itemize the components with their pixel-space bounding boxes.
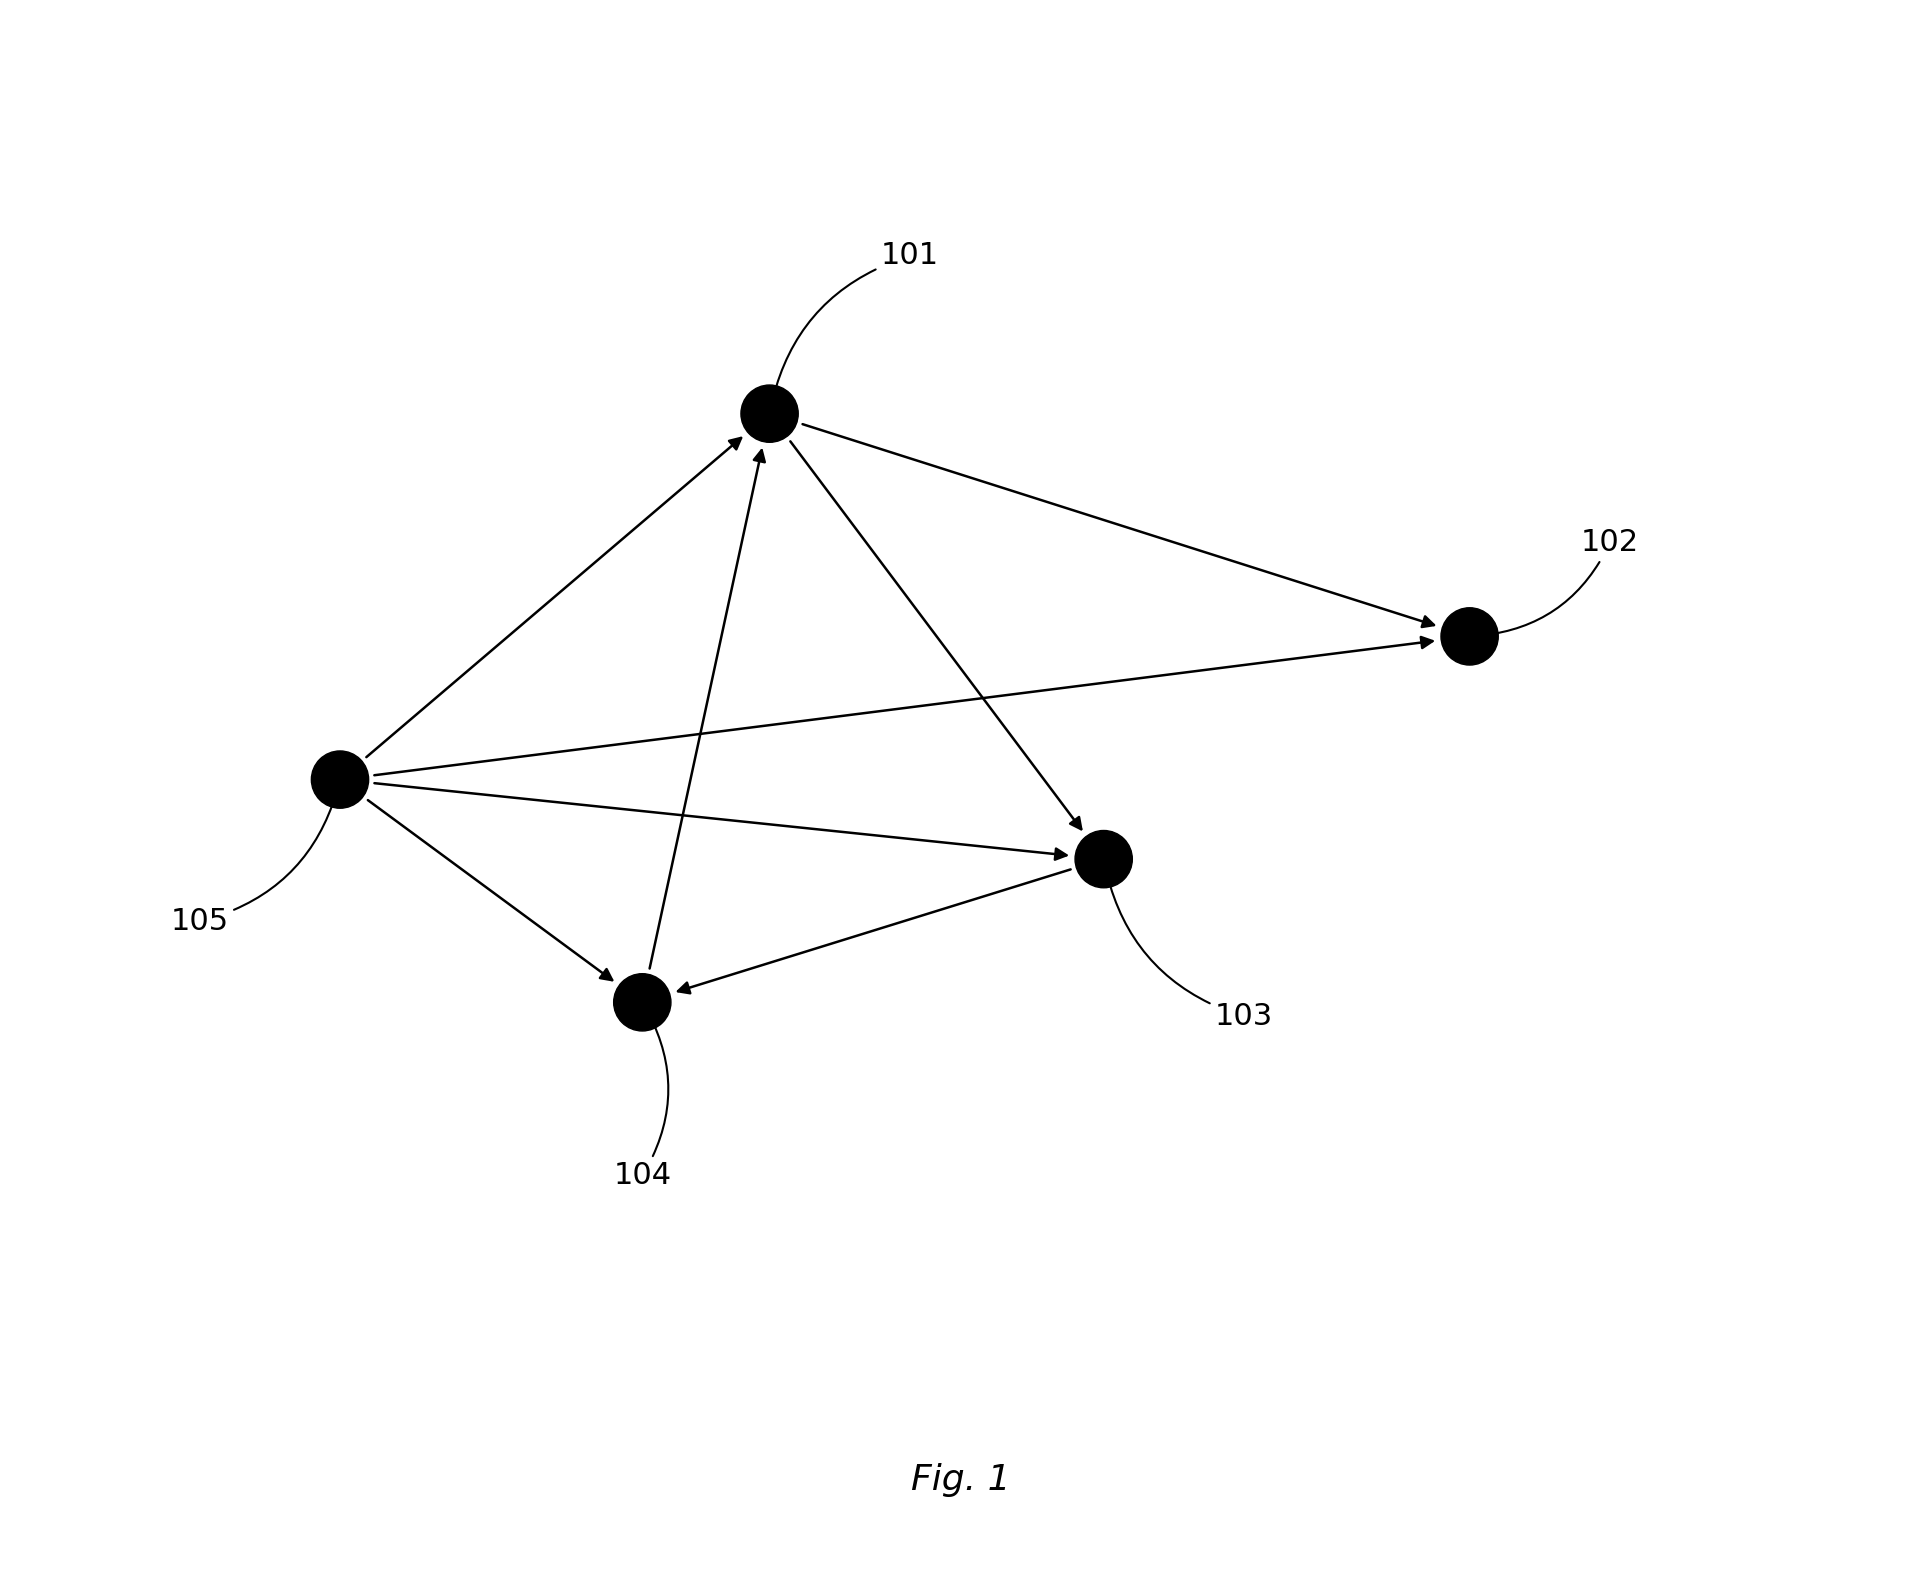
Text: 104: 104 — [613, 1006, 670, 1190]
Text: Fig. 1: Fig. 1 — [911, 1462, 1010, 1497]
Text: 102: 102 — [1471, 528, 1639, 636]
Circle shape — [742, 385, 799, 442]
Text: 101: 101 — [770, 242, 939, 410]
Text: 105: 105 — [171, 783, 340, 936]
Circle shape — [1076, 831, 1131, 888]
Circle shape — [1441, 608, 1498, 665]
Circle shape — [311, 751, 369, 808]
Text: 103: 103 — [1105, 862, 1274, 1031]
Circle shape — [613, 974, 670, 1031]
